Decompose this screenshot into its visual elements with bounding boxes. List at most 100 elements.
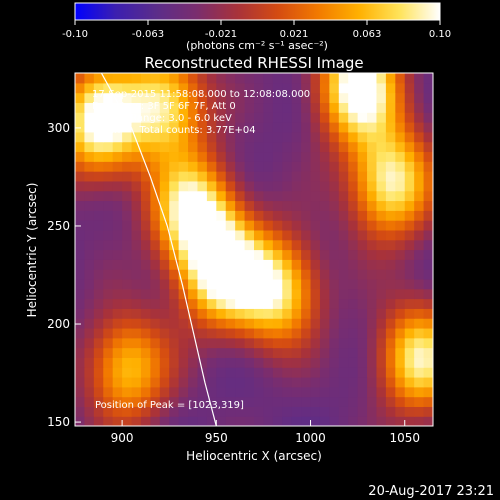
heatmap-cell [178,416,189,426]
heatmap-cell [376,298,387,309]
heatmap-cell [254,337,265,349]
heatmap-cell [319,376,330,388]
heatmap-cell [272,298,283,309]
heatmap-cell [131,376,142,388]
heatmap-cell [122,327,133,339]
heatmap-cell [338,171,349,182]
heatmap-cell [301,200,312,211]
heatmap-cell [357,376,368,388]
heatmap-cell [112,102,123,113]
heatmap-cell [112,318,123,329]
heatmap-cell [423,200,433,211]
heatmap-cell [338,131,349,143]
heatmap-cell [254,141,265,153]
heatmap-cell [263,288,274,300]
heatmap-cell [188,141,199,153]
heatmap-cell [197,376,208,388]
heatmap-cell [140,210,151,221]
heatmap-cell [244,92,255,104]
heatmap-cell [254,82,265,94]
heatmap-cell [310,327,321,339]
heatmap-cell [75,210,86,221]
colorbar-tick-label: 0.021 [280,29,309,40]
heatmap-cell [197,327,208,339]
heatmap-cell [216,249,227,260]
heatmap-cell [301,386,312,398]
heatmap-cell [414,416,425,426]
heatmap-cell [197,122,208,133]
heatmap-cell [329,376,340,388]
heatmap-cell [423,102,433,113]
heatmap-cell [310,249,321,260]
heatmap-cell [206,161,217,172]
heatmap-cell [423,249,433,260]
solar-limb-curve [100,73,217,426]
heatmap-cell [329,180,340,192]
heatmap-cell [75,416,86,426]
heatmap-cell [338,376,349,388]
heatmap-cell [140,239,151,251]
heatmap-cell [338,308,349,319]
heatmap-cell [282,337,293,349]
heatmap-cell [112,161,123,172]
heatmap-cell [319,92,330,104]
heatmap-cell [338,396,349,407]
heatmap-cell [150,396,161,407]
heatmap-cell [169,180,180,192]
heatmap-cell [348,220,359,231]
heatmap-cell [235,337,246,349]
heatmap-cell [112,308,123,319]
heatmap-cell [112,82,123,94]
heatmap-cell [291,376,302,388]
heatmap-cell [159,131,170,143]
heatmap-cell [385,288,396,300]
heatmap-cell [423,73,433,84]
x-tick-label: 1050 [389,431,420,445]
heatmap-cell [140,171,151,182]
heatmap-cell [103,171,114,182]
heatmap-cell [348,171,359,182]
heatmap-cell [404,367,415,378]
heatmap-cell [423,180,433,192]
heatmap-cell [329,171,340,182]
heatmap-cell [395,318,406,329]
heatmap-cell [225,386,236,398]
heatmap-cell [206,327,217,339]
heatmap-cell [329,347,340,358]
heatmap-cell [357,396,368,407]
heatmap-cell [367,229,378,241]
heatmap-cell [357,416,368,426]
heatmap-cell [301,220,312,231]
heatmap-cell [84,406,95,417]
heatmap-cell [414,73,425,84]
heatmap-cell [244,249,255,260]
heatmap-cell [376,141,387,153]
heatmap-cell [197,200,208,211]
heatmap-cell [159,416,170,426]
heatmap-cell [291,337,302,349]
heatmap-cell [244,278,255,290]
heatmap-cell [310,141,321,153]
heatmap-cell [225,308,236,319]
heatmap-cell [206,259,217,270]
heatmap-cell [197,171,208,182]
heatmap-cell [84,73,95,84]
heatmap-cell [197,357,208,368]
heatmap-cell [348,327,359,339]
heatmap-cell [310,112,321,123]
heatmap-cell [206,249,217,260]
heatmap-cell [338,367,349,378]
heatmap-cell [150,229,161,241]
heatmap-cell [376,131,387,143]
heatmap-cell [291,73,302,84]
heatmap-cell [404,298,415,309]
heatmap-cell [404,259,415,270]
heatmap-cell [216,220,227,231]
heatmap-cell [178,161,189,172]
heatmap-cell [93,269,104,280]
heatmap-cell [404,416,415,426]
heatmap-cell [395,259,406,270]
heatmap-cell [93,386,104,398]
heatmap-cell [385,318,396,329]
heatmap-cell [103,190,114,202]
